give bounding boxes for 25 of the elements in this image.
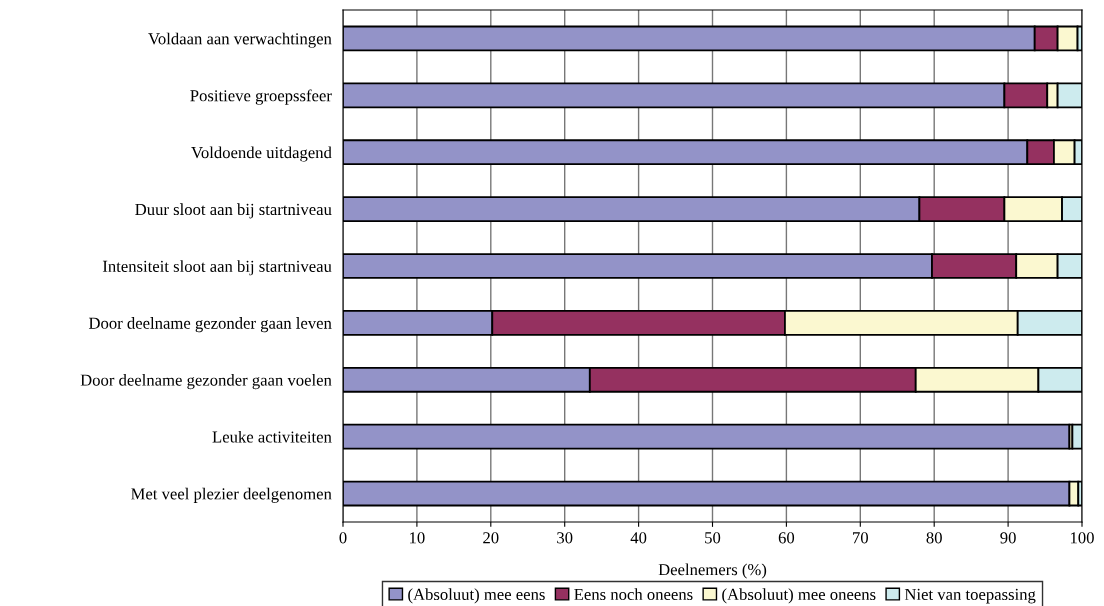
x-tick-label: 10 bbox=[410, 532, 425, 544]
x-tick-label: 70 bbox=[853, 532, 868, 544]
legend-label: Eens noch oneens bbox=[574, 588, 693, 601]
x-tick-label: 100 bbox=[1070, 532, 1094, 544]
x-axis-title: Deelnemers (%) bbox=[658, 563, 767, 579]
y-tick-label: Duur sloot aan bij startniveau bbox=[135, 203, 332, 219]
y-tick-label: Positieve groepssfeer bbox=[190, 89, 332, 105]
x-tick-label: 40 bbox=[630, 532, 647, 544]
y-tick-label: Met veel plezier deelgenomen bbox=[131, 487, 332, 503]
legend-label: (Absoluut) mee eens bbox=[408, 588, 545, 604]
x-tick-label: 30 bbox=[557, 532, 573, 544]
x-tick-label: 0 bbox=[339, 532, 347, 544]
y-tick-label: Intensiteit sloot aan bij startniveau bbox=[102, 260, 332, 276]
x-tick-label: 80 bbox=[926, 532, 942, 544]
y-tick-label: Door deelname gezonder gaan voelen bbox=[80, 374, 332, 390]
y-tick-label: Door deelname gezonder gaan leven bbox=[88, 317, 332, 333]
x-tick-label: 20 bbox=[483, 532, 499, 544]
x-tick-label: 90 bbox=[1000, 532, 1016, 544]
y-tick-label: Voldaan aan verwachtingen bbox=[148, 32, 332, 48]
legend-label: (Absoluut) mee oneens bbox=[722, 588, 876, 604]
y-tick-label: Voldoende uitdagend bbox=[191, 146, 332, 162]
y-tick-label: Leuke activiteiten bbox=[212, 430, 332, 443]
legend-label: Niet van toepassing bbox=[904, 588, 1036, 604]
x-tick-label: 50 bbox=[705, 532, 721, 544]
x-tick-label: 60 bbox=[778, 532, 795, 544]
